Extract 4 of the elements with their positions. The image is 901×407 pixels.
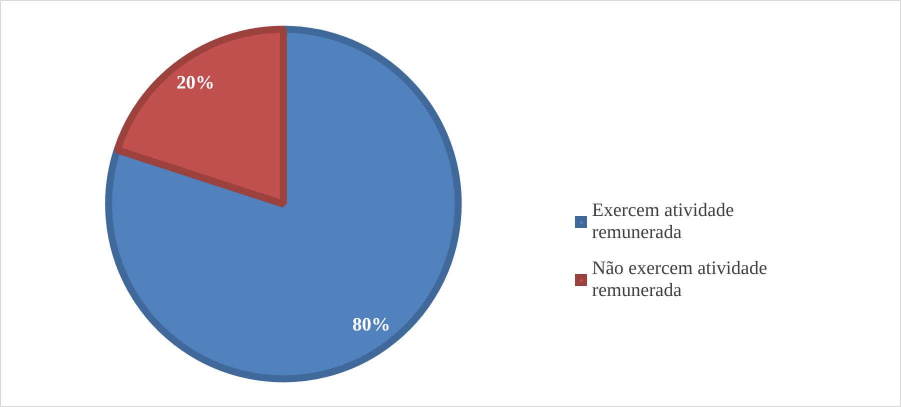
data-label: 80% [352, 314, 390, 336]
data-label: 20% [176, 72, 214, 94]
legend-label: Não exercem atividade remunerada [592, 258, 768, 302]
legend-label: Exercem atividade remunerada [592, 200, 734, 244]
